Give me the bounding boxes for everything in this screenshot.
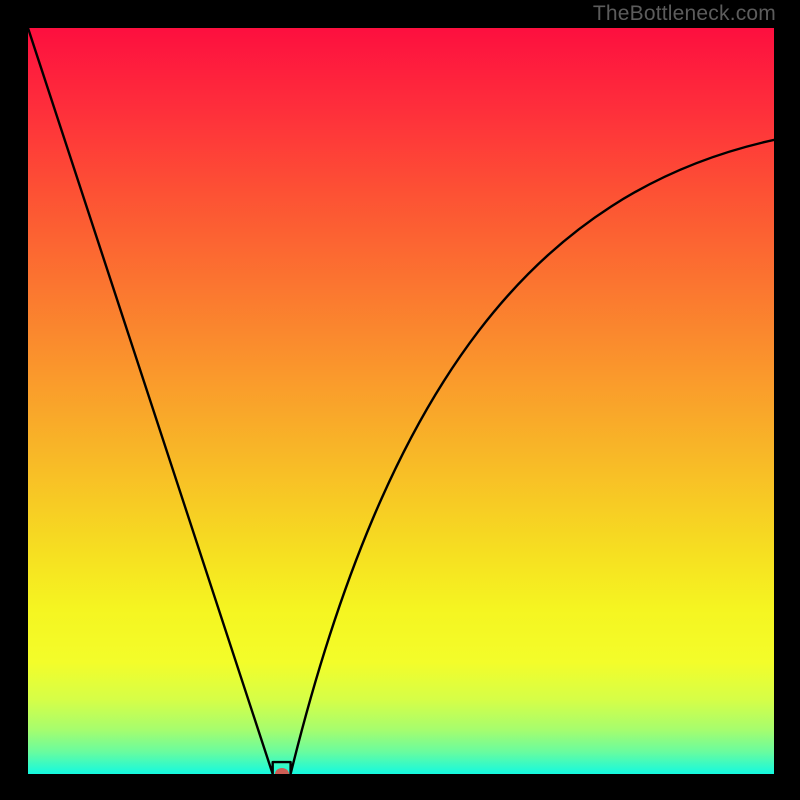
plot-area [28, 28, 774, 774]
optimal-point-marker [275, 768, 289, 774]
chart-container: TheBottleneck.com [0, 0, 800, 800]
bottleneck-curve [28, 28, 774, 774]
watermark-text: TheBottleneck.com [593, 2, 776, 26]
